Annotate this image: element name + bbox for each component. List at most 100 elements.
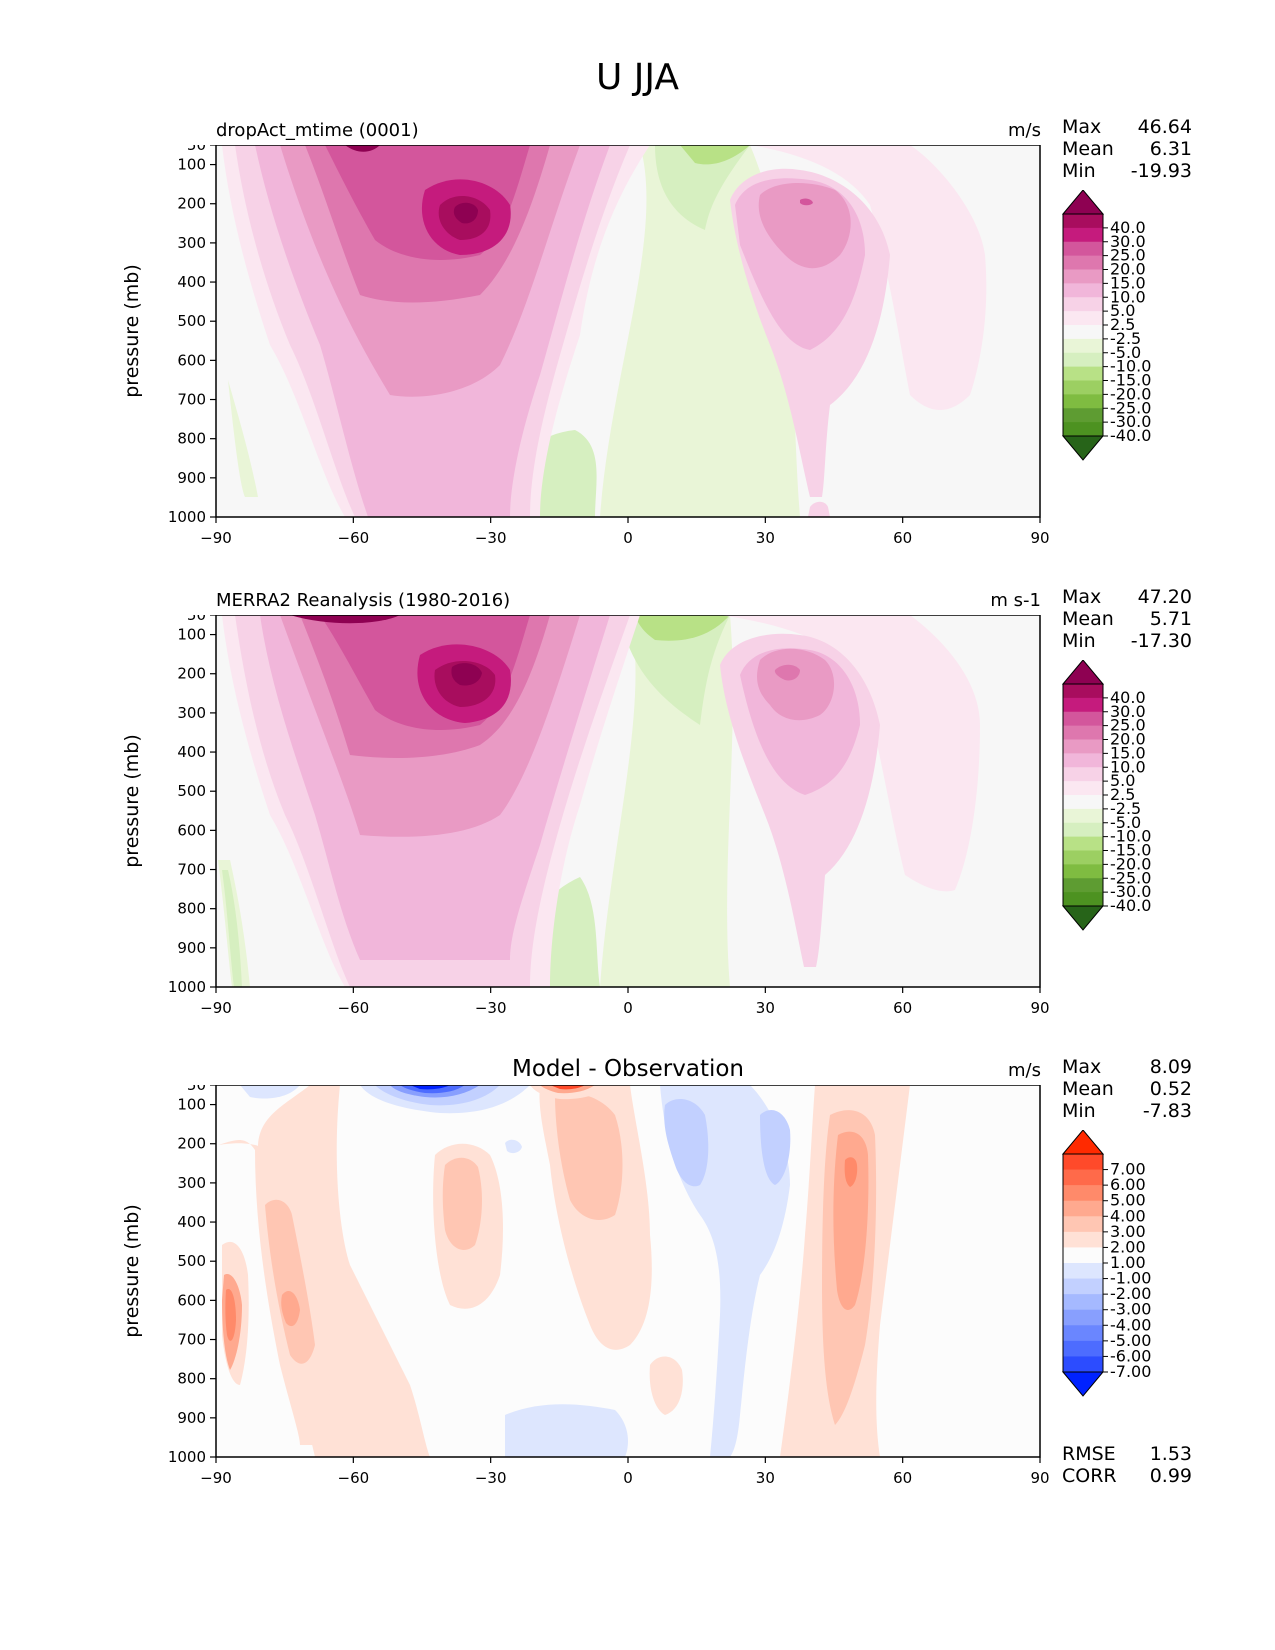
colorbar-label: 5.0 <box>1110 771 1135 790</box>
contour-band <box>655 145 750 230</box>
y-tick-label: 1000 <box>168 978 206 996</box>
y-axis-label: pressure (mb) <box>121 1204 143 1338</box>
y-tick-label: 50 <box>187 145 206 154</box>
panel-difference: Model - Observation m/s Max 8.09 Mean 0.52… <box>0 1055 1275 1525</box>
colorbar-label: -4.00 <box>1110 1315 1151 1334</box>
stat-label: Max <box>1062 586 1102 608</box>
colorbar-swatch <box>1063 1185 1103 1202</box>
colorbar-label: 1.00 <box>1110 1253 1146 1272</box>
contour-band <box>750 145 987 410</box>
colorbar-label: 4.00 <box>1110 1206 1146 1225</box>
panel-title: dropAct_mtime (0001) <box>216 120 419 141</box>
x-tick-label: 90 <box>1030 999 1049 1017</box>
figure-title: U JJA <box>595 57 680 98</box>
contour-band <box>774 664 800 681</box>
x-tick-label: 30 <box>756 1469 775 1487</box>
colorbar-swatch <box>1063 808 1103 824</box>
stat-label: Min <box>1062 1100 1096 1122</box>
contour-band <box>833 1131 869 1310</box>
contour-band <box>345 145 380 152</box>
colorbar-swatch <box>1063 1247 1103 1264</box>
colorbar-swatch <box>1063 366 1103 381</box>
colorbar-label: 25.0 <box>1110 246 1146 265</box>
colorbar-swatch <box>1063 1294 1103 1311</box>
y-tick-label: 1000 <box>168 508 206 526</box>
contour-band <box>555 1093 623 1220</box>
colorbar-swatch <box>1063 214 1103 229</box>
colorbar-label: 5.0 <box>1110 301 1135 320</box>
contour-band <box>664 1099 709 1187</box>
colorbar-label: 30.0 <box>1110 702 1146 721</box>
contour-band <box>635 615 730 641</box>
colorbar-swatch <box>1063 1216 1103 1233</box>
colorbar-swatch <box>1063 408 1103 423</box>
contour-band <box>720 615 980 892</box>
panel-title: MERRA2 Reanalysis (1980-2016) <box>216 590 511 611</box>
stat-label: Max <box>1062 1056 1102 1078</box>
y-tick-label: 600 <box>177 821 206 839</box>
y-tick-label: 500 <box>177 312 206 330</box>
y-tick-label: 200 <box>177 665 206 683</box>
colorbar-label: -15.0 <box>1110 371 1151 390</box>
colorbar-swatch <box>1063 1356 1103 1373</box>
stat-label: Mean <box>1062 1078 1114 1100</box>
x-tick-label: 60 <box>893 999 912 1017</box>
colorbar-label: -30.0 <box>1110 882 1151 901</box>
contour-band <box>505 1404 628 1457</box>
colorbar-extend-min <box>1061 1371 1105 1397</box>
contour-band <box>265 1199 315 1364</box>
stat-value: 46.64 <box>1137 116 1192 138</box>
y-tick-label: 600 <box>177 1291 206 1309</box>
y-axis-label: pressure (mb) <box>121 264 143 398</box>
stat-value: -7.83 <box>1142 1100 1192 1122</box>
panel-observation: MERRA2 Reanalysis (1980-2016) m s-1 Max 4… <box>0 585 1275 1055</box>
stat-label: RMSE <box>1062 1443 1116 1465</box>
panel-title: Model - Observation <box>511 1056 745 1082</box>
x-tick-label: −30 <box>475 999 507 1017</box>
colorbar-label: -10.0 <box>1110 357 1151 376</box>
contour-band <box>290 615 400 624</box>
contour-band <box>680 145 750 165</box>
colorbar-label: -15.0 <box>1110 841 1151 860</box>
y-tick-label: 100 <box>177 156 206 174</box>
y-tick-label: 300 <box>177 704 206 722</box>
colorbar-label: -5.0 <box>1110 343 1141 362</box>
stat-value: 1.53 <box>1149 1443 1192 1465</box>
colorbar-label: 25.0 <box>1110 716 1146 735</box>
colorbar-label: 2.5 <box>1110 315 1135 334</box>
contour-plot: −90 −60 −30 0 30 60 90 50 100 200 300 400 500 600 700 8… <box>121 615 1050 1017</box>
colorbar-swatch <box>1063 1325 1103 1342</box>
x-tick-label: −90 <box>200 999 232 1017</box>
colorbar-swatch <box>1063 781 1103 796</box>
y-tick-label: 300 <box>177 1174 206 1192</box>
y-tick-label: 300 <box>177 234 206 252</box>
colorbar-label: 15.0 <box>1110 273 1146 292</box>
y-tick-label: 900 <box>177 1409 206 1427</box>
colorbar-label: -1.00 <box>1110 1269 1151 1288</box>
colorbar-label: -30.0 <box>1110 412 1151 431</box>
colorbar-swatch <box>1063 394 1103 409</box>
y-tick-label: 1000 <box>168 1448 206 1466</box>
contour-band <box>505 1139 522 1154</box>
colorbar: 40.030.025.020.015.010.05.02.5-2.5-5.0-1… <box>1061 190 1151 461</box>
colorbar-label: 10.0 <box>1110 757 1146 776</box>
colorbar-swatch <box>1063 422 1103 437</box>
contour-band <box>240 1085 300 1099</box>
units-label: m/s <box>1008 120 1041 141</box>
contour-plot: −90 −60 −30 0 30 60 90 50 100 200 300 400 500 600 700 8… <box>121 145 1050 547</box>
stat-label: CORR <box>1062 1465 1117 1487</box>
colorbar-swatch <box>1063 753 1103 768</box>
y-tick-label: 50 <box>187 1085 206 1094</box>
x-tick-label: 90 <box>1030 1469 1049 1487</box>
contour-band <box>228 380 258 497</box>
y-tick-label: 100 <box>177 1096 206 1114</box>
colorbar-swatch <box>1063 836 1103 851</box>
y-tick-label: 900 <box>177 939 206 957</box>
colorbar-label: -25.0 <box>1110 398 1151 417</box>
colorbar-label: -2.5 <box>1110 799 1141 818</box>
contour-band <box>410 1085 450 1090</box>
colorbar-swatch <box>1063 380 1103 395</box>
colorbar-label: 30.0 <box>1110 232 1146 251</box>
contour-band <box>800 198 813 206</box>
x-tick-label: 60 <box>893 529 912 547</box>
